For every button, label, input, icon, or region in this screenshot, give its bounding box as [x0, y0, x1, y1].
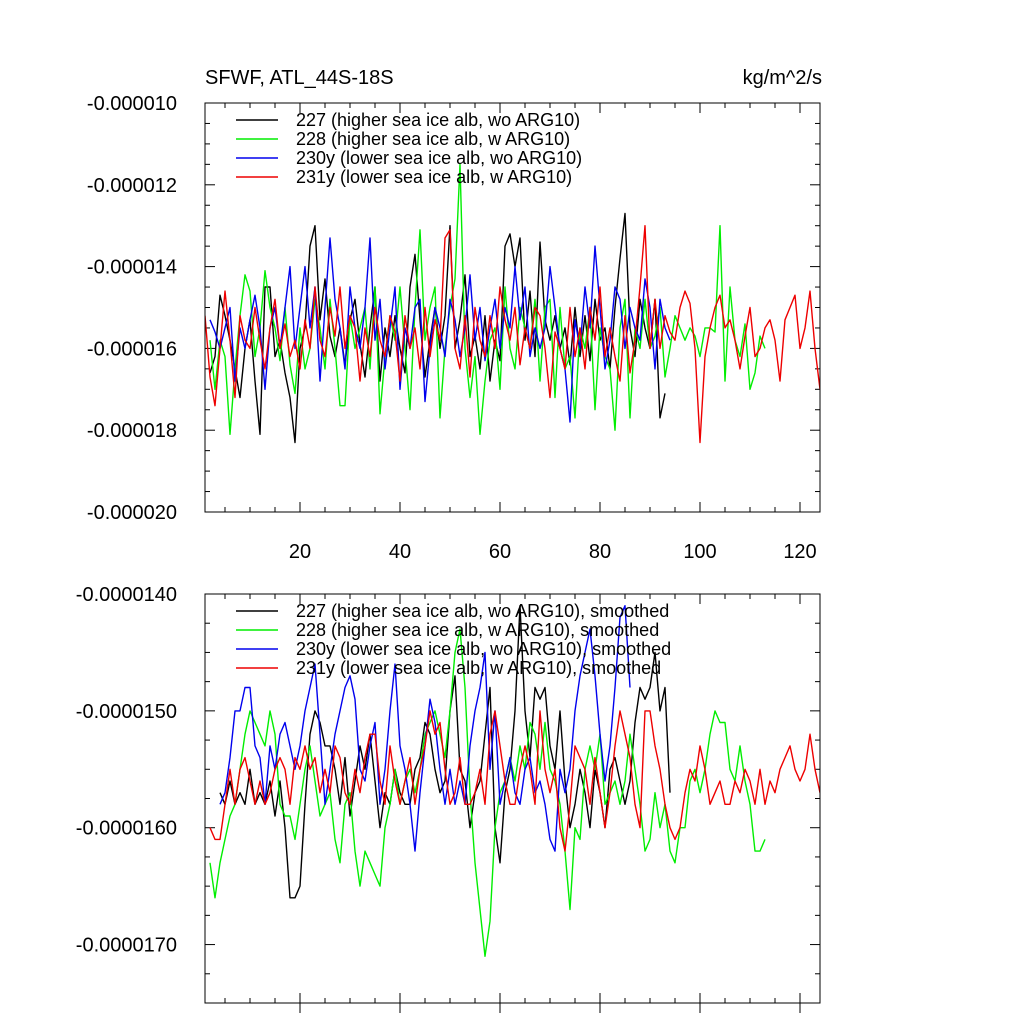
series-line-3 [205, 224, 820, 444]
axes-bottom: -0.0000140 -0.0000150 -0.0000160 -0.0000170 [76, 584, 820, 1013]
legend-label-3: 231y (lower sea ice alb, w ARG10) [296, 167, 572, 187]
y-tick-label: -0.0000150 [76, 701, 177, 723]
series-line-3 [209, 710, 820, 852]
y-tick-label: -0.000012 [87, 175, 177, 197]
y-tick-label: -0.000014 [87, 257, 177, 279]
y-tick-label: -0.000018 [87, 420, 177, 442]
axes-top: -0.000010 -0.000012 -0.000014 -0.000016 -0.0… [87, 93, 820, 563]
legend-label-2: 230y (lower sea ice alb, wo ARG10), smoo… [296, 639, 671, 659]
chart-title: SFWF, ATL_44S-18S [205, 67, 394, 89]
plot-frame-top [204, 102, 821, 513]
y-tick-label: -0.000020 [87, 502, 177, 524]
x-tick-label: 60 [489, 541, 511, 563]
legend-label-2: 230y (lower sea ice alb, wo ARG10) [296, 148, 582, 168]
y-tick-label: -0.0000140 [76, 584, 177, 606]
units-label: kg/m^2/s [743, 67, 822, 89]
y-tick-label: -0.0000170 [76, 935, 177, 957]
legend-label-0: 227 (higher sea ice alb, wo ARG10), smoo… [296, 601, 669, 621]
plot-frame-bottom [204, 593, 821, 1004]
legend-top: 227 (higher sea ice alb, wo ARG10)228 (h… [236, 110, 582, 187]
legend-bottom: 227 (higher sea ice alb, wo ARG10), smoo… [236, 601, 671, 678]
series-group-top [205, 163, 820, 444]
x-tick-label: 120 [783, 541, 816, 563]
x-tick-label: 100 [683, 541, 716, 563]
legend-label-1: 228 (higher sea ice alb, w ARG10), smoot… [296, 620, 659, 640]
x-tick-label: 80 [589, 541, 611, 563]
legend-label-3: 231y (lower sea ice alb, w ARG10), smoot… [296, 658, 661, 678]
x-tick-label: 20 [289, 541, 311, 563]
series-line-1 [209, 628, 766, 957]
series-line-1 [209, 163, 766, 435]
legend-label-0: 227 (higher sea ice alb, wo ARG10) [296, 110, 580, 130]
x-tick-label: 40 [389, 541, 411, 563]
y-tick-label: -0.0000160 [76, 818, 177, 840]
y-tick-label: -0.000010 [87, 93, 177, 115]
series-group-bottom [209, 605, 820, 957]
legend-label-1: 228 (higher sea ice alb, w ARG10) [296, 129, 570, 149]
panel-top: SFWF, ATL_44S-18S kg/m^2/s -0.000010-0.0… [87, 67, 822, 563]
panel-bottom: -0.0000140 -0.0000150 -0.0000160 -0.0000170… [76, 584, 821, 1013]
y-tick-label: -0.000016 [87, 338, 177, 360]
